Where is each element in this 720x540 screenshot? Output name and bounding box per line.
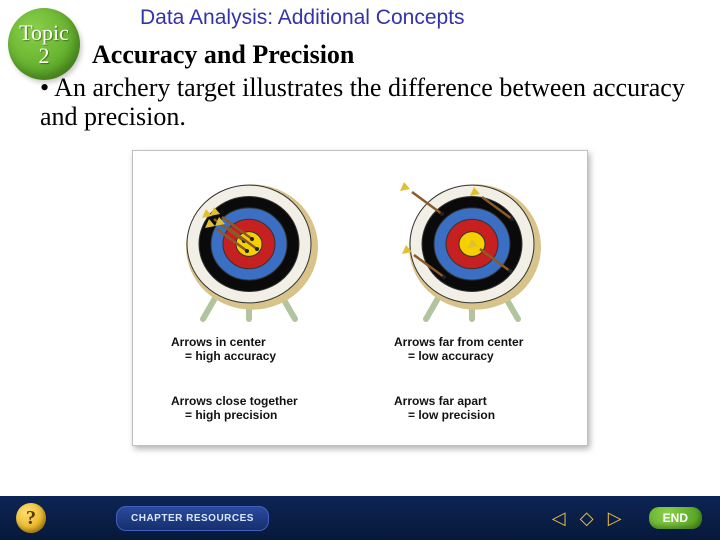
target-left-svg [149,159,349,329]
caption-text: Arrows far from center [394,335,523,349]
prev-arrow-icon[interactable]: ◁ [549,508,569,528]
stop-icon[interactable]: ◇ [577,508,597,528]
caption-eq: = low accuracy [394,349,579,363]
bottom-nav: ? CHAPTER RESOURCES ◁ ◇ ▷ END [0,496,720,540]
help-button[interactable]: ? [16,503,46,533]
end-button[interactable]: END [649,507,702,529]
left-caption-accuracy: Arrows in center = high accuracy [141,335,356,378]
caption-eq: = low precision [394,408,579,422]
caption-eq: = high accuracy [171,349,356,363]
caption-text: Arrows close together [171,394,298,408]
next-arrow-icon[interactable]: ▷ [605,508,625,528]
caption-text: Arrows in center [171,335,266,349]
caption-text: Arrows far apart [394,394,487,408]
page-top-title: Data Analysis: Additional Concepts [140,6,465,30]
target-left [141,159,356,329]
target-right [364,159,579,329]
slide-heading: Accuracy and Precision [92,40,354,70]
left-caption-precision: Arrows close together = high precision [141,394,356,437]
bullet-text: • An archery target illustrates the diff… [40,74,690,131]
target-right-svg [372,159,572,329]
right-caption-precision: Arrows far apart = low precision [364,394,579,437]
topic-badge-line2: 2 [39,44,50,67]
right-caption-accuracy: Arrows far from center = low accuracy [364,335,579,378]
figure-panel: Arrows in center = high accuracy Arrows … [132,150,588,446]
nav-arrows-group: ◁ ◇ ▷ [549,508,625,528]
chapter-resources-button[interactable]: CHAPTER RESOURCES [116,506,269,531]
topic-badge: Topic 2 [8,8,80,80]
topic-badge-line1: Topic [19,21,69,44]
caption-eq: = high precision [171,408,356,422]
